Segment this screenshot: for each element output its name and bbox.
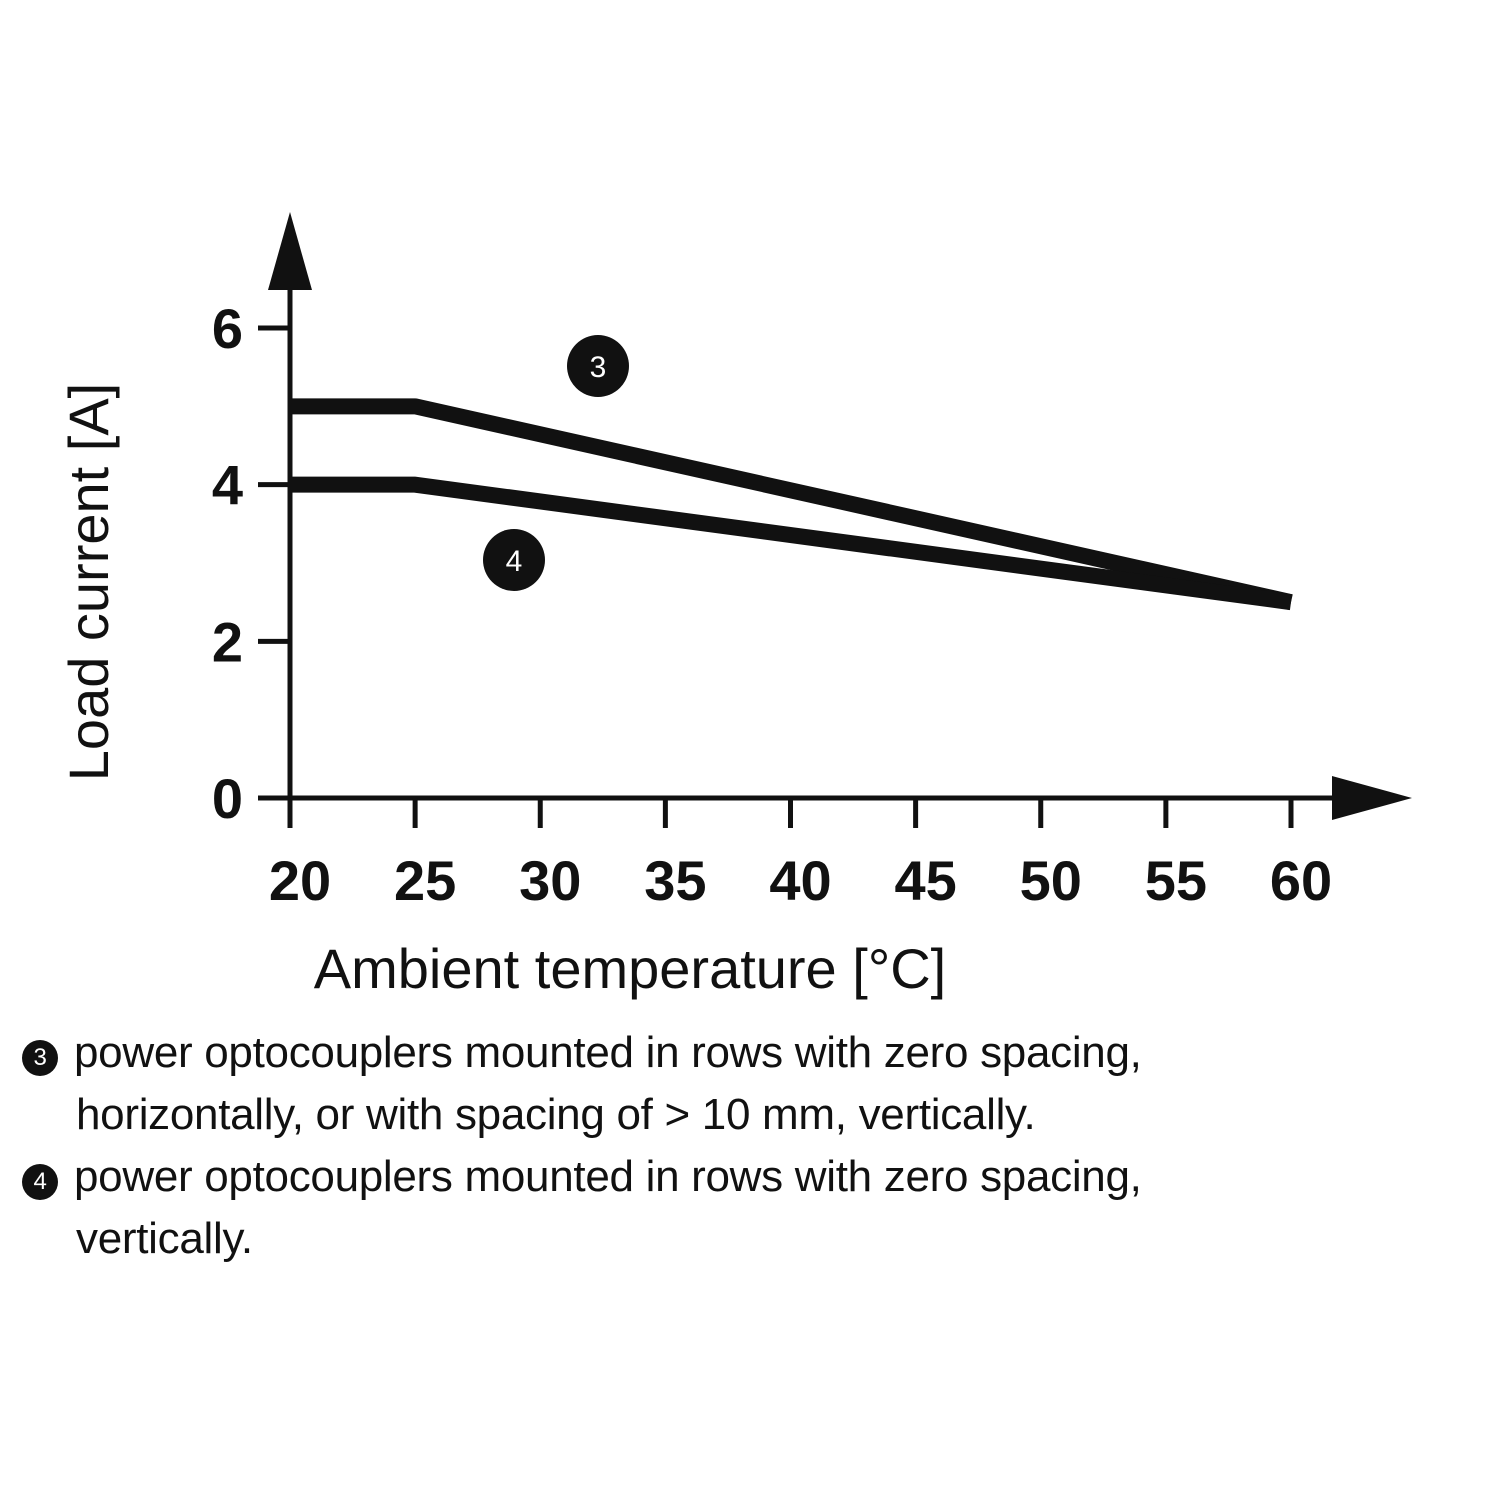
y-tick-label-4: 4: [212, 454, 243, 517]
legend: 3 power optocouplers mounted in rows with…: [22, 1022, 1482, 1270]
x-tick-label-45: 45: [894, 849, 956, 912]
x-axis-title: Ambient temperature [°C]: [314, 937, 946, 1000]
series-3-marker: 3: [567, 335, 629, 397]
legend-badge-3: 3: [22, 1040, 58, 1076]
series-3-marker-label: 3: [590, 351, 607, 384]
series-3-line: [290, 398, 1293, 610]
x-tick-label-50: 50: [1020, 849, 1082, 912]
legend-item-4: 4 power optocouplers mounted in rows with…: [22, 1146, 1482, 1270]
x-tick-label-35: 35: [644, 849, 706, 912]
y-axis-arrowhead: [268, 212, 312, 290]
legend-text-4-line2: vertically.: [76, 1214, 253, 1263]
x-tick-label-55: 55: [1145, 849, 1207, 912]
series-4-marker-label: 4: [506, 545, 523, 578]
legend-text-4-line1: power optocouplers mounted in rows with …: [74, 1152, 1142, 1201]
x-tick-label-25: 25: [394, 849, 456, 912]
legend-item-3: 3 power optocouplers mounted in rows with…: [22, 1022, 1482, 1146]
x-tick-label-60: 60: [1270, 849, 1332, 912]
legend-text-3-line2: horizontally, or with spacing of > 10 mm…: [76, 1090, 1036, 1139]
x-tick-label-30: 30: [519, 849, 581, 912]
x-ticks: 20 25 30 35 40 45 50 55 60: [269, 798, 1332, 912]
legend-badge-4: 4: [22, 1164, 58, 1200]
x-axis-arrowhead: [1332, 776, 1412, 820]
y-tick-label-6: 6: [212, 297, 243, 360]
y-axis-title: Load current [A]: [57, 383, 120, 781]
derating-chart: 20 25 30 35 40 45 50 55 60 0 2 4 6 3 4 Ambient temp…: [57, 212, 1412, 1000]
legend-text-3-line1: power optocouplers mounted in rows with …: [74, 1028, 1142, 1077]
y-tick-label-2: 2: [212, 610, 243, 673]
series-layer: [290, 398, 1293, 611]
x-tick-label-40: 40: [769, 849, 831, 912]
y-tick-label-0: 0: [212, 767, 243, 830]
series-4-line: [290, 476, 1293, 611]
series-4-marker: 4: [483, 529, 545, 591]
y-ticks: 0 2 4 6: [212, 297, 290, 830]
x-tick-label-20: 20: [269, 849, 331, 912]
